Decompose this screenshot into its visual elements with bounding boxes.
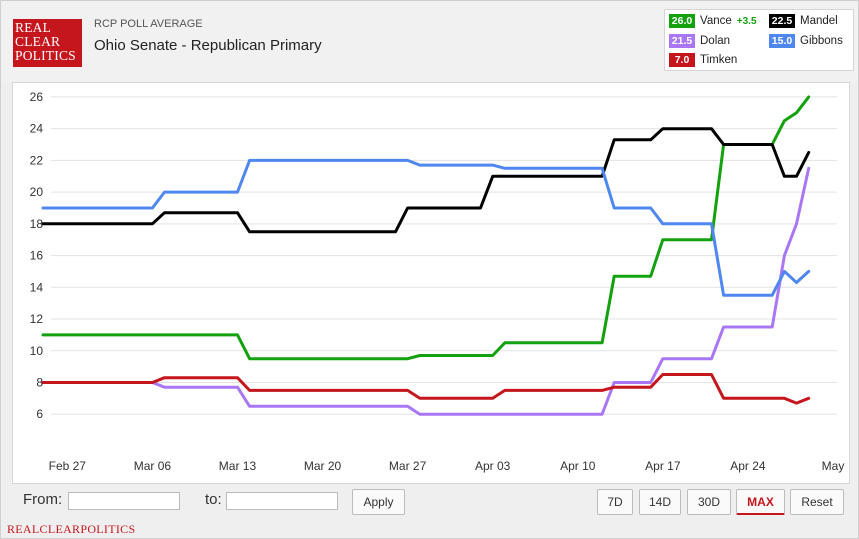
range-7d-button[interactable]: 7D <box>597 489 633 515</box>
chart-title: Ohio Senate - Republican Primary <box>94 37 322 54</box>
y-tick-label: 24 <box>30 122 44 136</box>
legend-value: 7.0 <box>669 53 695 67</box>
legend-item-dolan[interactable]: 21.5 Dolan <box>669 34 730 48</box>
footer-brand: REALCLEARPOLITICS <box>7 522 136 536</box>
legend-name: Timken <box>700 54 738 66</box>
rcp-logo: REAL CLEAR POLITICS <box>13 19 82 67</box>
legend-value: 15.0 <box>769 34 795 48</box>
to-date-input[interactable] <box>226 492 338 510</box>
series-line-gibbons <box>41 158 811 297</box>
x-tick-label: Mar 27 <box>389 459 427 473</box>
y-tick-label: 22 <box>30 153 44 167</box>
x-tick-label: Mar 20 <box>304 459 342 473</box>
chart-header: REAL CLEAR POLITICS RCP POLL AVERAGE Ohi… <box>2 2 858 82</box>
x-tick-label: May <box>822 459 845 473</box>
logo-line-3: POLITICS <box>15 48 76 63</box>
x-tick-label: Feb 27 <box>49 459 87 473</box>
series-line-dolan <box>41 166 811 416</box>
y-tick-label: 6 <box>36 407 43 421</box>
y-tick-label: 26 <box>30 90 44 104</box>
y-tick-label: 20 <box>30 185 44 199</box>
x-tick-label: Apr 03 <box>475 459 511 473</box>
legend-item-vance[interactable]: 26.0 Vance +3.5 <box>669 14 757 28</box>
apply-button[interactable]: Apply <box>352 489 405 515</box>
x-tick-label: Mar 13 <box>219 459 257 473</box>
from-date-input[interactable] <box>68 492 180 510</box>
plot-area: 6 8 10 12 14 16 18 20 22 24 26 Feb 27 Mar 06 Mar 13 M… <box>12 82 850 484</box>
range-max-button[interactable]: MAX <box>736 489 785 515</box>
series-line-vance <box>41 95 811 361</box>
x-tick-label: Apr 24 <box>730 459 766 473</box>
legend-item-timken[interactable]: 7.0 Timken <box>669 53 737 67</box>
y-tick-label: 16 <box>30 249 44 263</box>
legend-name: Vance <box>700 15 732 27</box>
series-line-mandel <box>41 127 811 234</box>
range-30d-button[interactable]: 30D <box>687 489 731 515</box>
reset-button[interactable]: Reset <box>790 489 844 515</box>
y-tick-label: 14 <box>30 280 44 294</box>
y-tick-label: 8 <box>36 375 43 389</box>
range-14d-button[interactable]: 14D <box>639 489 681 515</box>
y-axis-ticks: 6 8 10 12 14 16 18 20 22 24 26 <box>30 90 44 421</box>
series-lines <box>41 95 811 416</box>
legend-name: Mandel <box>800 15 838 27</box>
line-chart: 6 8 10 12 14 16 18 20 22 24 26 Feb 27 Mar 06 Mar 13 M… <box>30 90 845 473</box>
legend-item-gibbons[interactable]: 15.0 Gibbons <box>769 34 843 48</box>
x-tick-label: Apr 17 <box>645 459 681 473</box>
controls-bar: From: to: Apply 7D 14D 30D MAX Reset <box>1 485 859 521</box>
legend-name: Gibbons <box>800 35 843 47</box>
y-tick-label: 10 <box>30 344 44 358</box>
x-tick-label: Apr 10 <box>560 459 596 473</box>
x-tick-label: Mar 06 <box>134 459 172 473</box>
gridlines <box>51 96 837 415</box>
y-tick-label: 18 <box>30 217 44 231</box>
logo-line-2: CLEAR <box>15 34 61 49</box>
legend: 26.0 Vance +3.5 22.5 Mandel 21.5 Dolan 1… <box>664 9 854 71</box>
y-tick-label: 12 <box>30 312 44 326</box>
legend-diff: +3.5 <box>736 15 757 27</box>
series-line-timken <box>41 373 811 405</box>
chart-subtitle: RCP POLL AVERAGE <box>94 18 203 30</box>
from-label: From: <box>23 491 63 508</box>
legend-value: 21.5 <box>669 34 695 48</box>
to-label: to: <box>205 491 222 508</box>
legend-item-mandel[interactable]: 22.5 Mandel <box>769 14 838 28</box>
legend-value: 22.5 <box>769 14 795 28</box>
logo-line-1: REAL <box>15 20 52 35</box>
legend-value: 26.0 <box>669 14 695 28</box>
x-axis-ticks: Feb 27 Mar 06 Mar 13 Mar 20 Mar 27 Apr 03 Apr … <box>49 459 845 473</box>
legend-name: Dolan <box>700 35 731 47</box>
